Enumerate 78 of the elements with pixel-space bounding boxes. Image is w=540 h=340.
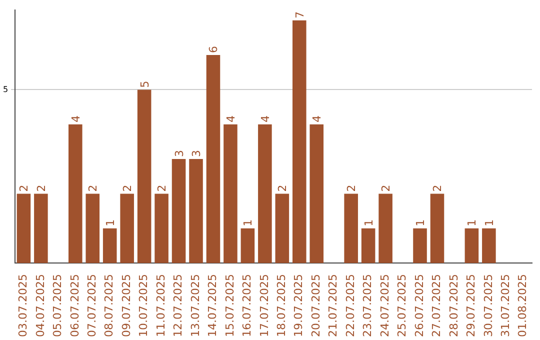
bar	[34, 194, 48, 264]
data-label: 1	[104, 219, 117, 226]
bar	[86, 194, 100, 264]
x-tick-label: 26.07.2025	[412, 274, 426, 338]
bar	[102, 228, 117, 264]
data-label: 2	[34, 184, 48, 192]
bar	[224, 124, 238, 264]
x-tick-label: 19.07.2025	[292, 274, 306, 338]
x-tick-label: 15.07.2025	[223, 274, 236, 338]
x-tick-label: 21.07.2025	[326, 274, 340, 338]
data-label: 2	[18, 184, 31, 192]
data-label: 6	[207, 46, 220, 54]
data-label: 5	[138, 80, 152, 88]
x-tick-label: 09.07.2025	[120, 274, 133, 338]
x-tick-label: 10.07.2025	[137, 274, 150, 338]
bar	[344, 194, 358, 264]
data-label: 4	[258, 115, 272, 122]
x-tick-label: 23.07.2025	[361, 274, 374, 338]
x-tick-label: 14.07.2025	[206, 274, 220, 338]
x-tick-label: 28.07.2025	[447, 274, 460, 338]
x-tick-label: 13.07.2025	[188, 274, 202, 338]
data-label: 2	[345, 184, 358, 192]
bar	[172, 159, 186, 264]
x-tick-label: 03.07.2025	[16, 274, 30, 338]
data-label: 4	[310, 115, 324, 122]
data-label: 3	[190, 150, 204, 158]
data-label: 2	[121, 184, 134, 192]
x-tick-label: 30.07.2025	[482, 274, 495, 338]
x-tick-label: 11.07.2025	[154, 274, 168, 338]
bar	[240, 228, 255, 264]
data-label: 4	[224, 115, 238, 122]
bar	[120, 194, 134, 264]
x-tick-label: 12.07.2025	[172, 274, 185, 338]
x-tick-label: 29.07.2025	[464, 274, 478, 338]
data-label: 1	[362, 219, 376, 226]
bar	[430, 194, 444, 264]
x-tick-label: 07.07.2025	[85, 274, 98, 338]
x-tick-label: 31.07.2025	[499, 274, 512, 338]
data-label: 4	[69, 115, 82, 122]
x-tick-label: 01.08.2025	[516, 274, 530, 338]
x-tick-label: 22.07.2025	[344, 274, 357, 338]
bar	[16, 194, 31, 264]
data-label: 2	[380, 184, 393, 192]
bar	[361, 228, 376, 264]
x-tick-label: 08.07.2025	[102, 274, 116, 338]
x-tick-label: 05.07.2025	[51, 274, 64, 338]
x-tick-label: 04.07.2025	[34, 274, 47, 338]
data-label: 1	[242, 219, 255, 226]
x-tick-label: 27.07.2025	[430, 274, 444, 338]
data-label: 1	[482, 219, 496, 226]
x-tick-label: 20.07.2025	[309, 274, 322, 338]
bar	[378, 194, 392, 264]
bar	[206, 55, 220, 264]
x-tick-label: 17.07.2025	[258, 274, 271, 338]
bar	[137, 90, 152, 264]
data-label: 1	[466, 219, 479, 226]
bar	[258, 124, 272, 264]
data-label: 7	[293, 11, 306, 18]
data-label: 2	[431, 184, 444, 192]
bar	[68, 124, 82, 264]
bar	[310, 124, 324, 264]
data-label: 2	[86, 184, 100, 192]
x-tick-label: 25.07.2025	[396, 274, 409, 338]
x-tick-label: 06.07.2025	[68, 274, 82, 338]
data-label: 2	[156, 184, 169, 192]
bar	[292, 20, 306, 264]
bar	[482, 228, 496, 264]
data-label: 3	[172, 150, 186, 158]
bar	[413, 228, 427, 264]
bar	[464, 228, 479, 264]
bar	[154, 194, 168, 264]
data-label: 1	[414, 219, 428, 226]
x-tick-label: 16.07.2025	[240, 274, 254, 338]
x-tick-label: 24.07.2025	[378, 274, 392, 338]
x-tick-label: 18.07.2025	[275, 274, 288, 338]
bar	[189, 159, 203, 264]
bar	[275, 194, 290, 264]
data-label: 2	[276, 184, 290, 192]
